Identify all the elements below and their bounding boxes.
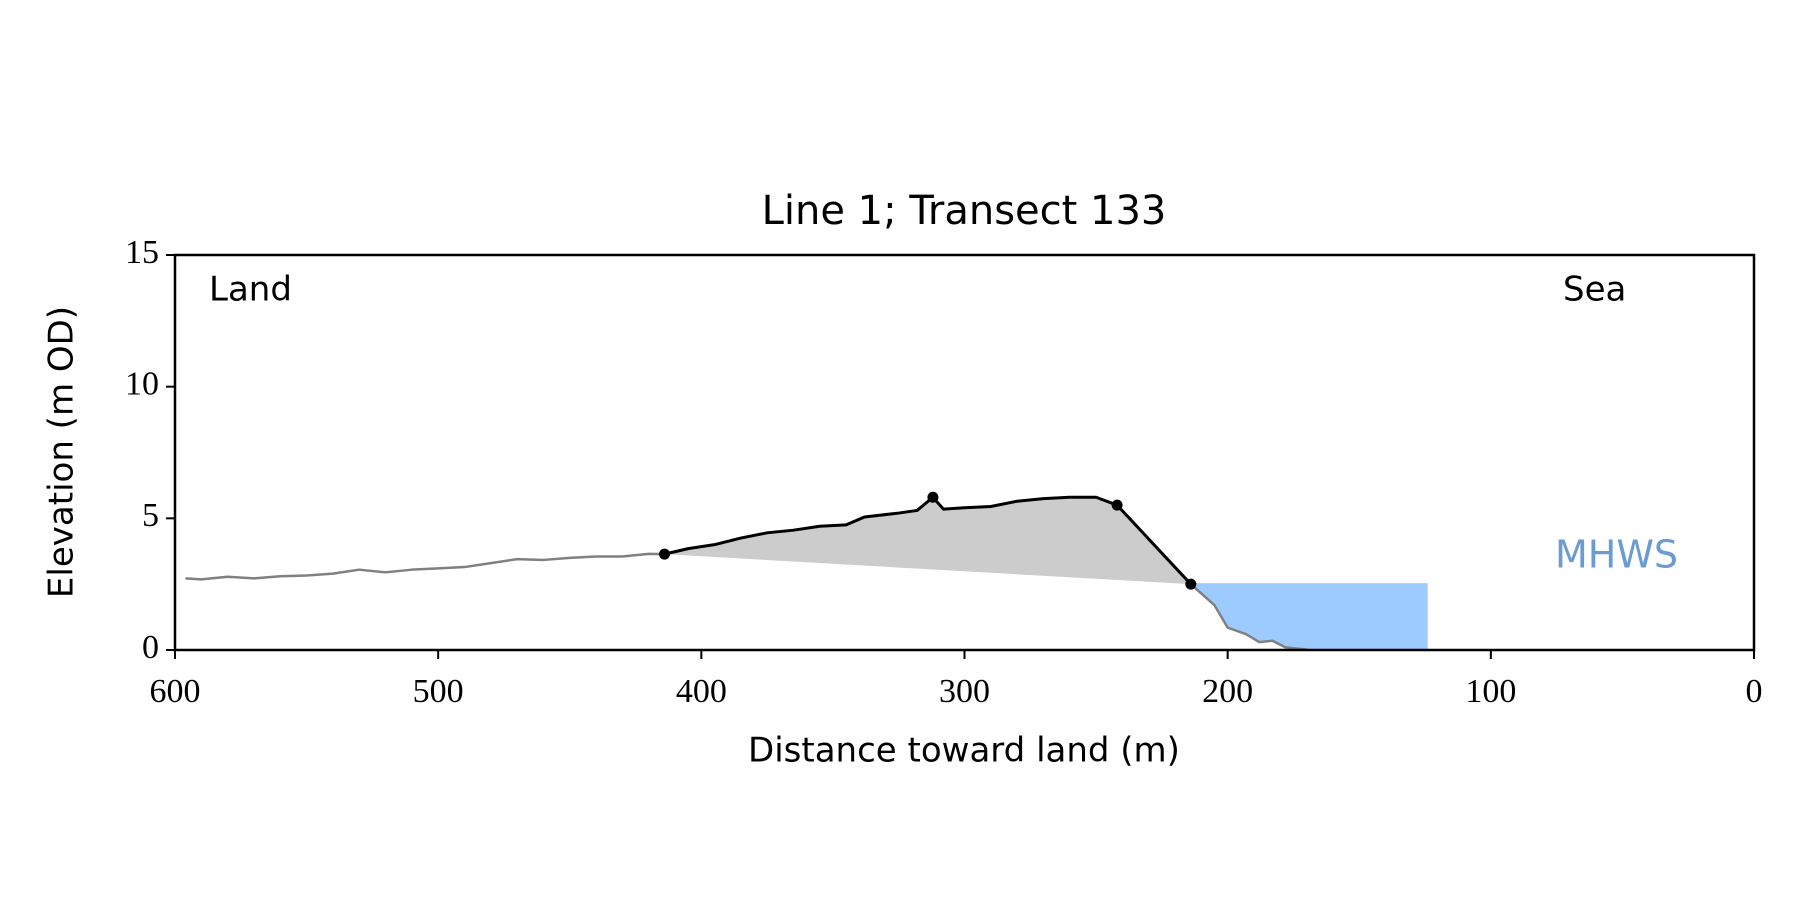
x-tick-label: 300 bbox=[939, 673, 990, 710]
x-tick-label: 200 bbox=[1202, 673, 1253, 710]
profile-line bbox=[1189, 583, 1307, 651]
plot-frame bbox=[173, 253, 1756, 652]
y-tick-label: 0 bbox=[142, 629, 159, 666]
y-tick-label: 15 bbox=[125, 234, 159, 271]
x-tick-label: 400 bbox=[676, 673, 727, 710]
mhws-area bbox=[1190, 583, 1428, 650]
x-tick-label: 100 bbox=[1465, 673, 1516, 710]
sea-label: Sea bbox=[1563, 270, 1626, 310]
x-tick-label: 0 bbox=[1746, 673, 1763, 710]
dune-area bbox=[664, 497, 1191, 585]
marker bbox=[927, 491, 939, 503]
chart-title: Line 1; Transect 133 bbox=[762, 188, 1167, 234]
profile-line bbox=[185, 552, 665, 581]
y-tick-label: 5 bbox=[142, 497, 159, 534]
y-axis-label: Elevation (m OD) bbox=[42, 306, 82, 598]
marker bbox=[1185, 578, 1197, 590]
x-tick-label: 500 bbox=[413, 673, 464, 710]
y-tick-label: 10 bbox=[125, 365, 159, 402]
mhws-label: MHWS bbox=[1555, 533, 1678, 577]
x-axis-label: Distance toward land (m) bbox=[748, 731, 1180, 771]
marker bbox=[658, 548, 670, 560]
land-label: Land bbox=[209, 270, 292, 310]
profile-line bbox=[664, 495, 1192, 586]
marker bbox=[1111, 499, 1123, 511]
x-tick-label: 600 bbox=[150, 673, 201, 710]
